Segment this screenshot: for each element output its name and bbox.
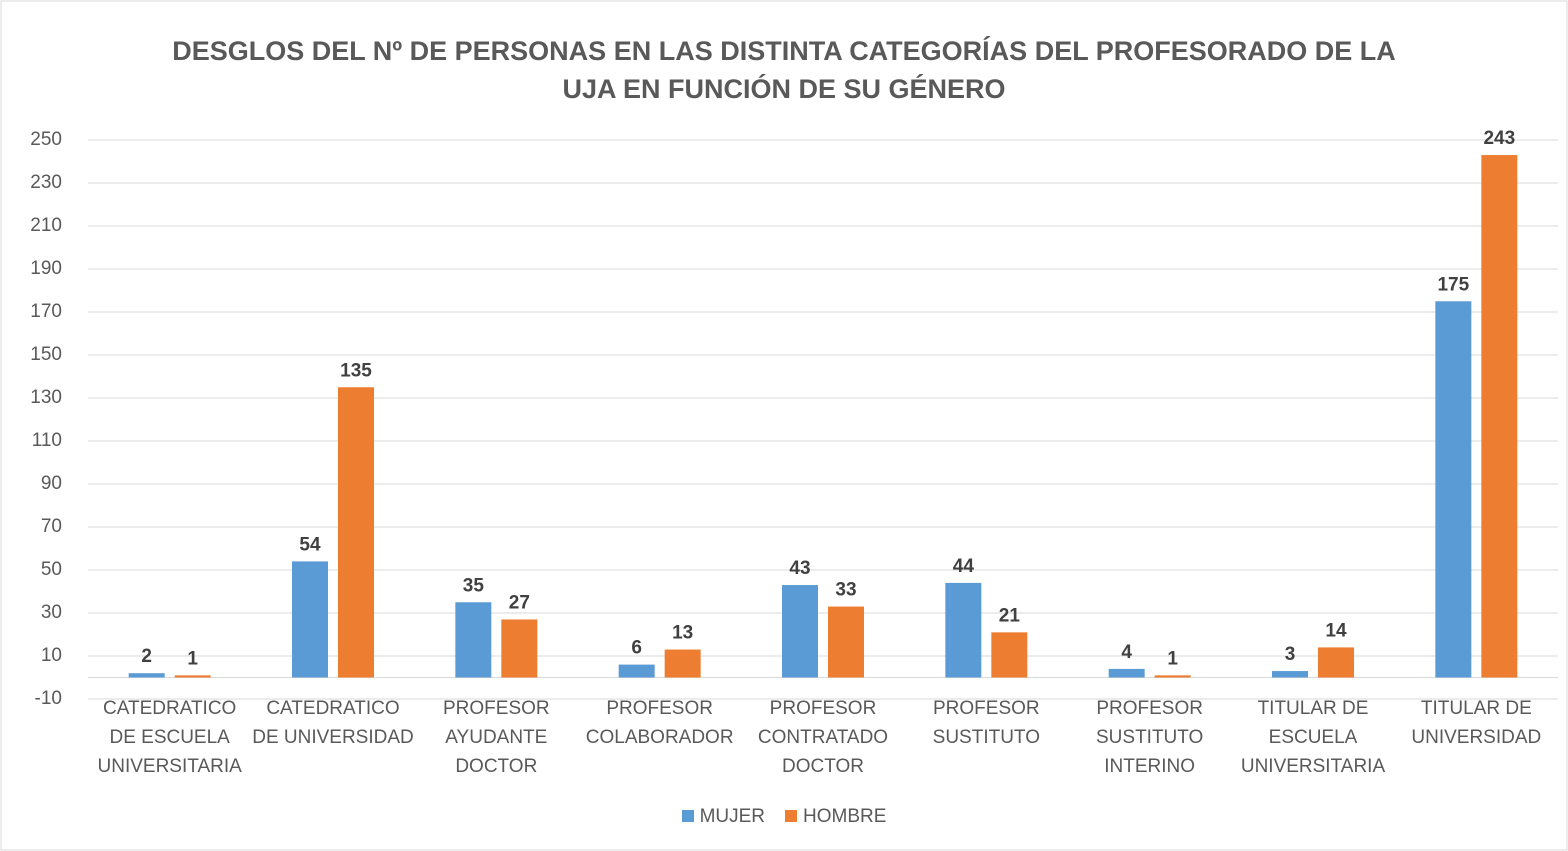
data-label: 1 (187, 648, 198, 669)
y-tick-label: 110 (32, 430, 62, 451)
data-label: 3 (1285, 644, 1296, 665)
data-label: 175 (1437, 274, 1469, 295)
data-label: 27 (509, 592, 530, 613)
y-tick-label: 230 (30, 172, 62, 193)
x-tick-label: TITULAR DE ESCUELA UNIVERSITARIA (1240, 697, 1386, 777)
x-tick-label: TITULAR DE UNIVERSIDAD (1411, 697, 1542, 748)
legend-swatch (785, 810, 798, 822)
data-label: 21 (999, 605, 1021, 626)
x-tick-label: PROFESOR SUSTITUTO (932, 697, 1040, 748)
data-label: 14 (1325, 620, 1347, 641)
y-tick-label: 190 (30, 258, 62, 279)
x-tick-label: PROFESOR CONTRATADO DOCTOR (757, 697, 889, 777)
data-label: 4 (1121, 642, 1132, 663)
legend-item: MUJER (681, 806, 766, 828)
bar (782, 585, 818, 678)
legend: MUJER HOMBRE (0, 806, 1568, 828)
bar (1318, 647, 1354, 678)
data-label: 6 (631, 638, 642, 659)
y-tick-label: 10 (41, 645, 62, 666)
data-label: 13 (672, 623, 693, 644)
bar (618, 664, 655, 678)
y-tick-label: 250 (30, 129, 62, 150)
bar (1154, 675, 1191, 678)
legend-label: HOMBRE (803, 806, 887, 827)
y-tick-label: 30 (41, 602, 62, 623)
data-label: 43 (789, 558, 810, 579)
y-tick-label: 170 (30, 301, 62, 322)
bar (455, 602, 492, 678)
data-label: 243 (1483, 128, 1515, 149)
bar (128, 673, 165, 678)
bar (338, 387, 374, 678)
y-tick-label: 50 (41, 559, 62, 580)
x-tick-label: PROFESOR AYUDANTE DOCTOR (443, 697, 550, 777)
chart-title: DESGLOS DEL Nº DE PERSONAS EN LAS DISTIN… (172, 36, 1396, 104)
data-label: 44 (953, 556, 975, 577)
data-label: 2 (141, 646, 152, 667)
y-tick-label: 150 (30, 344, 62, 365)
data-label: 1 (1167, 648, 1178, 669)
bar (991, 632, 1028, 678)
data-label: 35 (463, 575, 485, 596)
bar (1108, 668, 1145, 678)
y-tick-label: 70 (41, 516, 62, 537)
bar (1481, 155, 1518, 678)
x-tick-label: PROFESOR COLABORADOR (585, 697, 734, 748)
x-tick-label: CATEDRATICO DE UNIVERSIDAD (252, 697, 414, 748)
x-tick-label: PROFESOR SUSTITUTO INTERINO (1096, 697, 1204, 777)
bar (945, 582, 982, 678)
bar (828, 606, 864, 678)
legend-item: HOMBRE (785, 806, 886, 828)
data-label: 54 (299, 534, 321, 555)
legend-swatch (681, 810, 694, 822)
bar (501, 619, 538, 678)
data-label: 33 (835, 580, 856, 601)
bar (1435, 301, 1472, 678)
legend-label: MUJER (699, 806, 766, 827)
bar (1272, 671, 1308, 678)
bar (292, 561, 328, 678)
bar (664, 649, 701, 678)
data-label: 135 (340, 360, 372, 381)
x-tick-label: CATEDRATICO DE ESCUELA UNIVERSITARIA (97, 697, 242, 777)
y-tick-label: -10 (35, 688, 62, 709)
y-tick-label: 130 (30, 387, 62, 408)
bar (174, 675, 211, 678)
y-tick-label: 90 (41, 473, 62, 494)
y-tick-label: 210 (30, 215, 62, 236)
